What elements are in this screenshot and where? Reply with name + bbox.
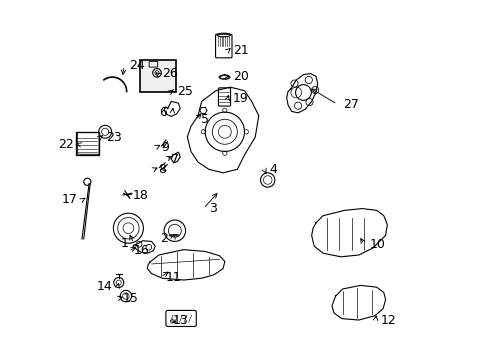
Text: 6: 6 (159, 106, 166, 120)
Text: 7: 7 (171, 153, 179, 166)
Text: 9: 9 (162, 141, 169, 154)
Text: 5: 5 (201, 113, 208, 126)
Text: 17: 17 (61, 193, 77, 206)
Text: 1: 1 (120, 237, 128, 250)
Text: 24: 24 (129, 59, 145, 72)
Text: 11: 11 (165, 271, 181, 284)
FancyBboxPatch shape (140, 60, 176, 93)
Text: 25: 25 (176, 85, 192, 98)
Text: 4: 4 (269, 163, 277, 176)
Text: 3: 3 (208, 202, 216, 215)
Text: 23: 23 (106, 131, 122, 144)
Text: 20: 20 (233, 70, 248, 83)
Text: 26: 26 (162, 67, 178, 80)
Text: 16: 16 (134, 244, 149, 257)
Text: 18: 18 (133, 189, 149, 202)
Text: 12: 12 (380, 314, 396, 327)
Text: 2: 2 (160, 233, 167, 246)
Text: 8: 8 (158, 163, 166, 176)
Text: 22: 22 (58, 138, 74, 151)
Text: 13: 13 (173, 314, 188, 327)
Text: 15: 15 (122, 292, 138, 305)
Text: 21: 21 (233, 44, 248, 57)
Text: 19: 19 (233, 92, 248, 105)
Text: 10: 10 (369, 238, 385, 251)
Text: 27: 27 (342, 98, 358, 111)
Text: 14: 14 (97, 280, 112, 293)
